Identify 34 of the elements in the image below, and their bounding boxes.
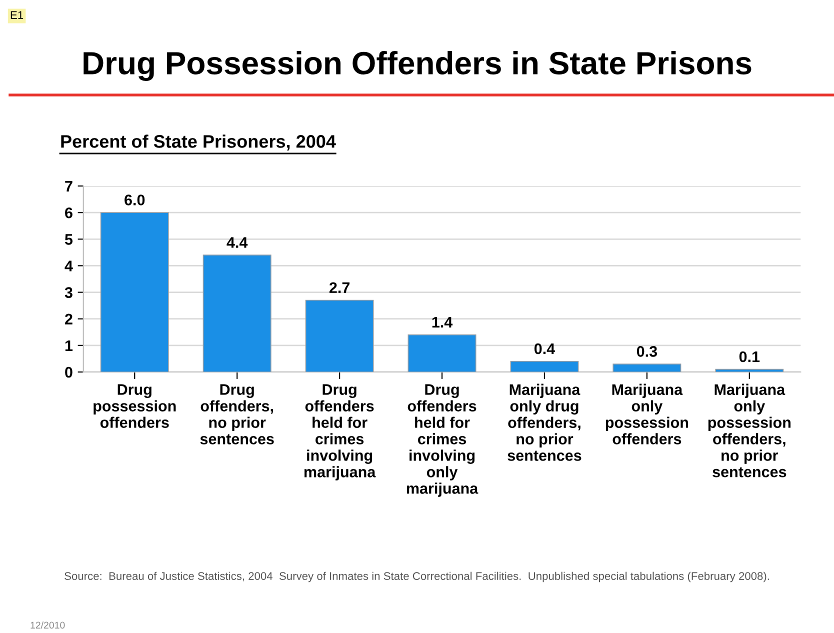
x-tick-label: Drug offenders, no prior sentences [200,384,274,444]
text: 12/2010 [30,621,65,629]
y-tick-label: 0 [65,366,72,378]
bar [202,254,272,372]
bar [612,364,682,372]
data-label: 0.4 [534,343,556,354]
chart-title: Drug Possession Offenders in State Prisons [84,51,752,81]
y-tick-label: 4 [64,260,73,272]
data-label: 0.1 [739,351,760,362]
y-tick-label: 6 [65,207,72,218]
data-label: 1.4 [432,316,453,328]
data-label: 2.7 [329,282,350,293]
y-tick-label: 7 [65,181,72,192]
bar [715,368,784,372]
data-label: 4.4 [226,237,248,248]
y-tick-label: 1 [65,340,73,351]
x-tick-label: Marijuana only possession offenders, no prior sentences [708,384,790,478]
y-tick-label: 2 [65,314,72,324]
x-tick-label: Drug offenders held for crimes involving marijuana [304,384,376,480]
x-tick-label: Drug offenders held for crimes involving only marijuana [406,384,478,497]
chart-subtitle: Percent of State Prisoners, 2004 [61,134,336,150]
bar [305,300,374,372]
data-label: 0.3 [636,346,658,357]
bar [510,360,579,372]
y-tick-label: 5 [64,234,73,245]
bar [100,212,169,372]
x-tick-label: Marijuana only drug offenders, no prior sentences [508,384,582,461]
x-tick-label: Drug possession offenders [94,384,176,428]
source-note: Source: Bureau of Justice Statistics, 2004 Survey of Inmates in State Correctional Facilities. Unpublished special tabulations (February 2008). [64,572,769,582]
text: E1 [10,11,24,19]
data-label: 6.0 [124,194,145,206]
x-tick-label: Marijuana only possession offenders [606,384,688,444]
bar [408,334,476,372]
y-tick-label: 3 [64,287,72,298]
